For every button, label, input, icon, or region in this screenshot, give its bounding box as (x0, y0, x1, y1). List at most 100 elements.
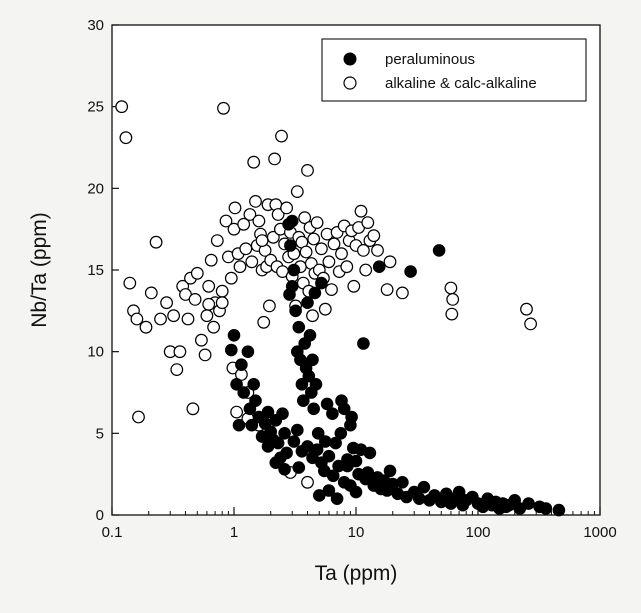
alkaline-point (154, 312, 167, 326)
x-tick-label: 100 (465, 524, 490, 541)
peraluminous-point (310, 443, 324, 457)
y-tick-label: 10 (87, 344, 104, 361)
alkaline-point (204, 253, 218, 267)
legend-label-alkaline: alkaline & calc-alkaline (385, 75, 537, 92)
peraluminous-point (225, 343, 238, 357)
peraluminous-point (404, 265, 417, 278)
alkaline-point (299, 245, 313, 259)
alkaline-point (327, 237, 341, 251)
peraluminous-point (247, 378, 260, 391)
legend: peraluminous alkaline & calc-alkaline (321, 38, 587, 102)
alkaline-point (290, 185, 304, 199)
alkaline-point (268, 152, 282, 166)
legend-label-peraluminous: peraluminous (385, 51, 475, 68)
alkaline-point (233, 260, 247, 274)
peraluminous-point (269, 456, 283, 470)
peraluminous-point (292, 461, 306, 474)
alkaline-point (167, 309, 181, 323)
alkaline-point (181, 312, 195, 326)
alkaline-point (306, 309, 319, 323)
alkaline-point (190, 266, 204, 280)
peraluminous-point (357, 337, 370, 350)
alkaline-point (194, 333, 208, 347)
peraluminous-point (241, 345, 255, 359)
peraluminous-point (230, 378, 243, 391)
peraluminous-point (307, 402, 321, 416)
alkaline-point (215, 296, 229, 310)
peraluminous-point (337, 402, 351, 416)
peraluminous-point (261, 405, 275, 419)
alkaline-point (335, 247, 348, 261)
peraluminous-point (363, 446, 377, 460)
peraluminous-point (289, 304, 302, 318)
peraluminous-point (417, 480, 431, 494)
peraluminous-point (341, 459, 354, 473)
alkaline-point (371, 243, 384, 257)
alkaline-point (119, 131, 133, 145)
y-axis: 0 5 10 15 20 25 30 (87, 17, 119, 524)
alkaline-point (130, 312, 144, 326)
alkaline-point (239, 242, 253, 256)
alkaline-point (202, 297, 216, 311)
alkaline-point (445, 307, 459, 321)
peraluminous-point (539, 502, 553, 515)
alkaline-point (357, 243, 370, 257)
alkaline-point (446, 293, 460, 306)
alkaline-point (325, 283, 338, 297)
alkaline-point (359, 263, 373, 277)
peraluminous-point (308, 286, 322, 300)
alkaline-point (367, 229, 381, 243)
peraluminous-point (276, 407, 289, 421)
alkaline-point (257, 315, 271, 329)
peraluminous-point (522, 497, 535, 510)
alkaline-point (228, 201, 242, 215)
peraluminous-point (315, 276, 328, 290)
alkaline-point (361, 216, 375, 230)
alkaline-point (245, 255, 259, 269)
peraluminous-point (232, 418, 246, 432)
peraluminous-point (326, 407, 339, 421)
alkaline-point (219, 214, 233, 228)
peraluminous-point (311, 427, 325, 440)
peraluminous-point (334, 427, 348, 440)
peraluminous-point (396, 476, 409, 489)
x-axis-title: Ta (ppm) (315, 562, 398, 585)
alkaline-point (263, 299, 276, 313)
peraluminous-point (301, 296, 314, 310)
peraluminous-point (237, 386, 250, 399)
peraluminous-point (552, 503, 566, 517)
alkaline-point (202, 279, 216, 293)
peraluminous-point (235, 358, 248, 372)
peraluminous-point (295, 378, 309, 391)
peraluminous-point (278, 463, 291, 476)
x-tick-label: 0.1 (102, 524, 123, 541)
peraluminous-point (284, 239, 297, 252)
peraluminous-point (278, 427, 291, 440)
y-axis-title: Nb/Ta (ppm) (28, 212, 51, 328)
peraluminous-point (349, 485, 363, 499)
peraluminous-point (413, 492, 426, 506)
peraluminous-point (319, 435, 332, 448)
alkaline-point (315, 242, 328, 256)
alkaline-point (280, 201, 294, 215)
alkaline-point (123, 276, 137, 290)
alkaline-point (298, 211, 312, 225)
peraluminous-point (322, 449, 336, 463)
legend-marker-alkaline (343, 76, 357, 90)
peraluminous-point (452, 485, 466, 499)
peraluminous-point (322, 484, 336, 497)
y-tick-label: 15 (87, 262, 104, 279)
peraluminous-point (345, 410, 358, 424)
alkaline-point (520, 302, 533, 316)
peraluminous-point (372, 260, 386, 274)
alkaline-point (160, 296, 174, 310)
peraluminous-point (306, 353, 319, 367)
y-tick-label: 30 (87, 17, 104, 34)
x-tick-label: 1 (230, 524, 238, 541)
alkaline-point (132, 410, 145, 424)
peraluminous-point (261, 440, 275, 453)
peraluminous-point (285, 214, 299, 228)
alkaline-point (354, 204, 368, 218)
alkaline-point (217, 101, 230, 115)
